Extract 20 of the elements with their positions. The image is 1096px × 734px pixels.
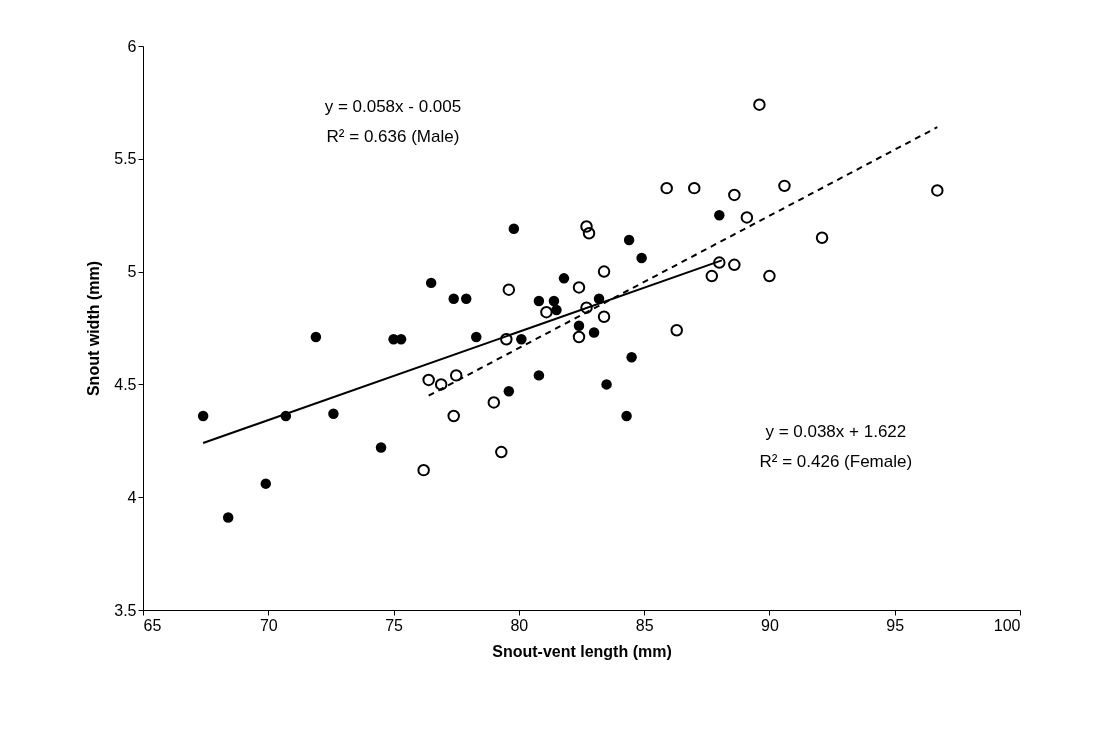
y-tick-label: 5.5 [114, 150, 137, 168]
x-tick-label: 70 [259, 616, 278, 634]
y-tick-label: 4.5 [114, 375, 137, 393]
annotation: y = 0.058x - 0.005 [324, 96, 462, 116]
x-tick-label: 80 [510, 616, 529, 634]
y-tick-label: 6 [127, 37, 137, 55]
x-axis-title: Snout-vent length (mm) [492, 642, 672, 660]
annotation: R² = 0.426 (Female) [759, 452, 913, 472]
annotation: y = 0.038x + 1.622 [765, 421, 907, 441]
x-tick-label: 100 [993, 616, 1021, 634]
y-tick-label: 5 [127, 263, 137, 281]
annotation: R² = 0.636 (Male) [326, 126, 460, 146]
x-tick-label: 65 [143, 616, 162, 634]
y-tick-label: 4 [127, 488, 137, 506]
x-tick-label: 95 [886, 616, 905, 634]
y-axis-title: Snout width (mm) [85, 260, 103, 397]
x-tick-label: 85 [635, 616, 654, 634]
y-tick-label: 3.5 [114, 601, 137, 619]
x-tick-label: 90 [761, 616, 779, 634]
x-tick-label: 75 [385, 616, 404, 634]
